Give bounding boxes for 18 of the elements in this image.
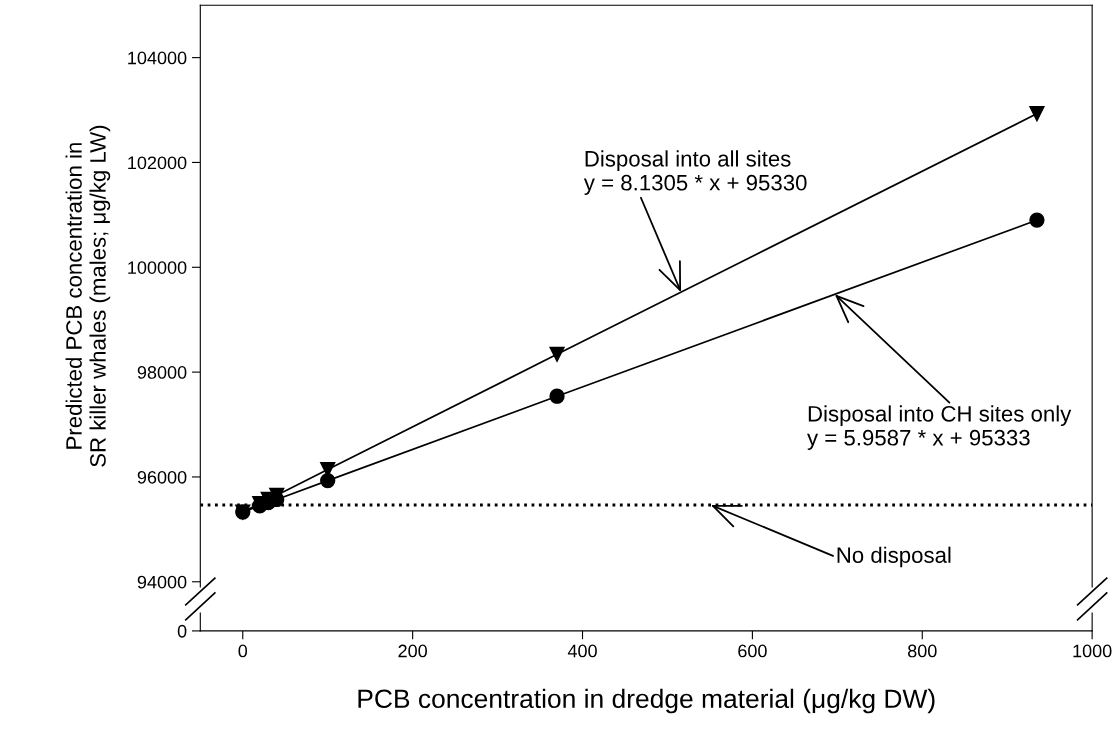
text: 0: [177, 624, 187, 638]
x-tick-label: 600: [738, 644, 767, 658]
y-axis-title: Predicted PCB concentration in SR killer whales (males; μg/kg LW): [65, 125, 111, 467]
x-tick-label: 200: [398, 644, 427, 658]
annotation: Disposal into all sites y = 8.1305 * x + 95330: [583, 150, 807, 195]
x-tick-label: 1000: [1073, 644, 1112, 658]
annotation: No disposal: [837, 546, 951, 568]
y-tick-label: 96000: [137, 470, 187, 484]
x-tick-label: 400: [567, 644, 597, 658]
x-tick-label: 800: [907, 644, 937, 658]
y-tick-label: 98000: [137, 366, 187, 379]
x-tick-label: 0: [238, 644, 248, 658]
y-tick-label: 100000: [128, 261, 187, 274]
y-tick-label: 104000: [128, 51, 187, 65]
y-tick-label: 102000: [128, 156, 187, 170]
y-tick-label: 94000: [137, 575, 187, 589]
annotation: Disposal into CH sites only y = 5.9587 * x + 95333: [807, 405, 1072, 450]
x-axis-title: PCB concentration in dredge material (μg/kg DW): [358, 688, 935, 714]
